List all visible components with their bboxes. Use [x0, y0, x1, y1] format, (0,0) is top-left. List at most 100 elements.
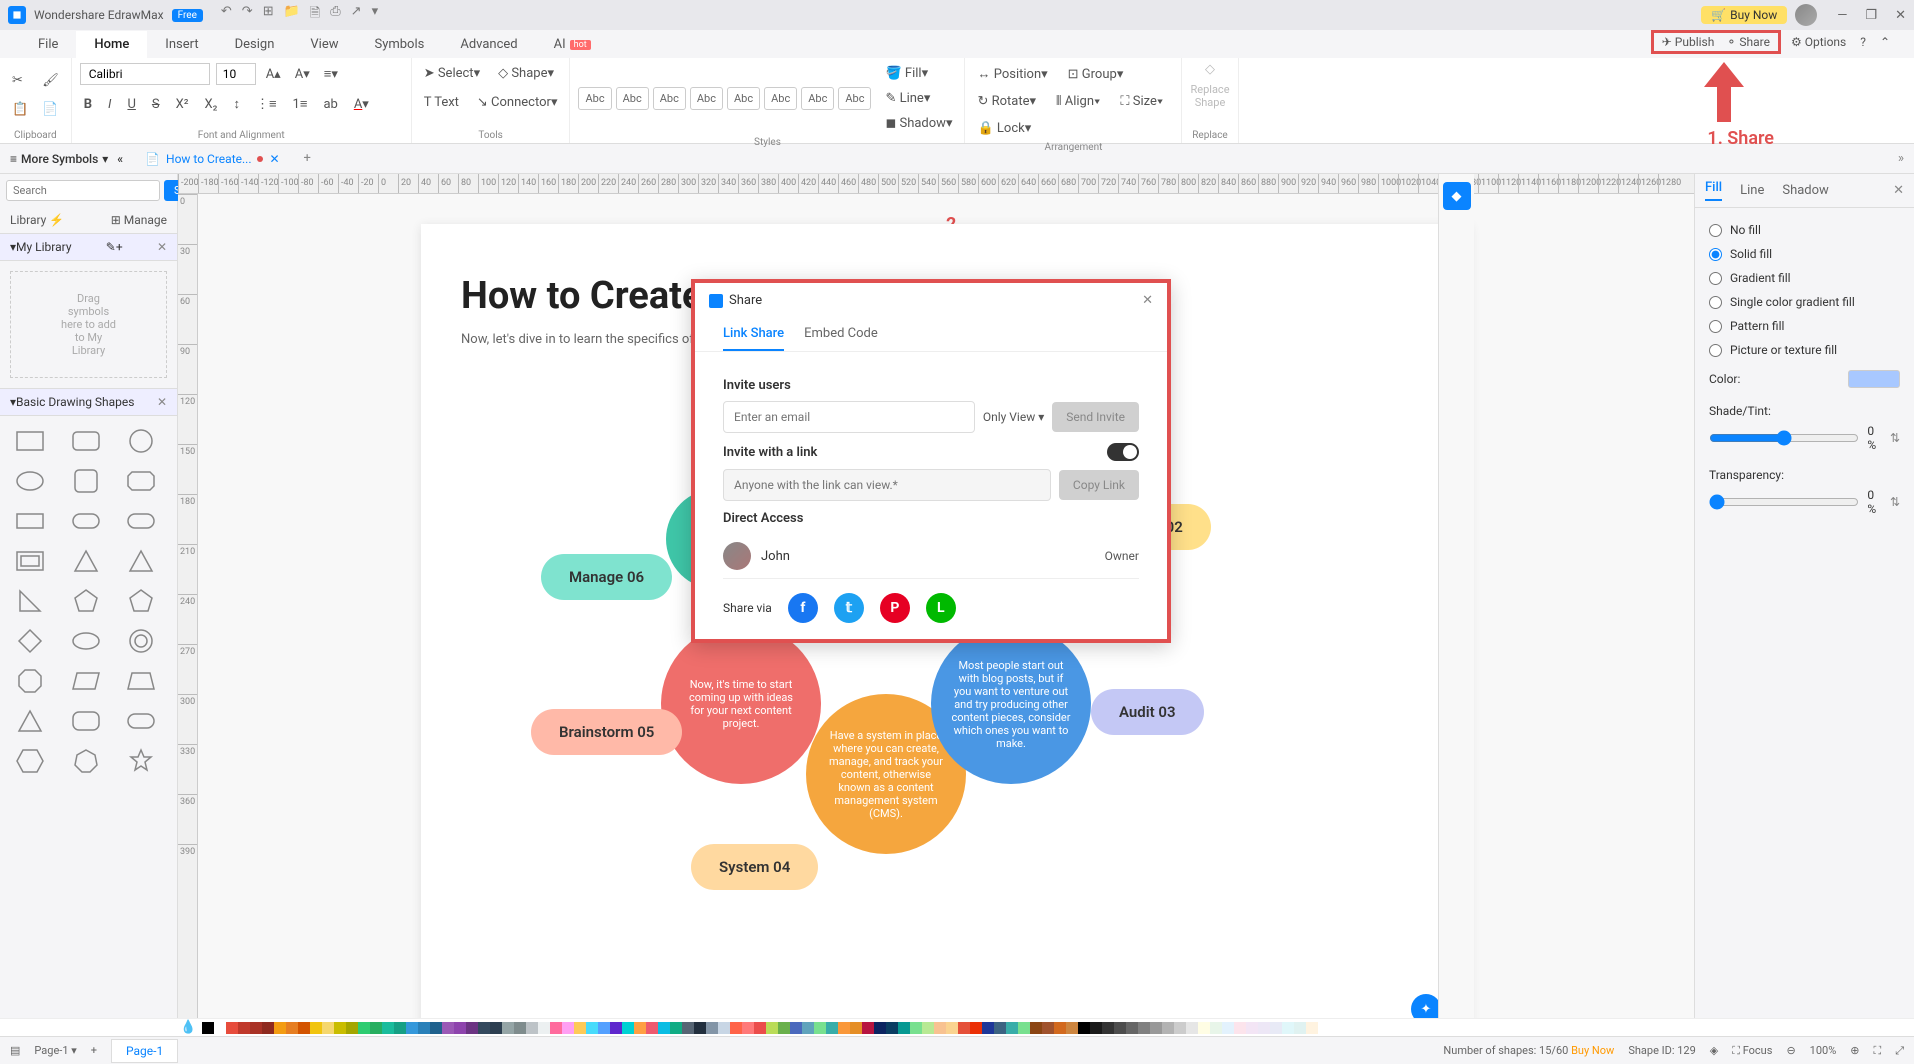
shape-triangle[interactable] [66, 546, 106, 576]
shape-rect[interactable] [10, 426, 50, 456]
style-preset-7[interactable]: Abc [801, 87, 834, 110]
palette-swatch[interactable] [766, 1022, 778, 1034]
palette-swatch[interactable] [442, 1022, 454, 1034]
palette-swatch[interactable] [478, 1022, 490, 1034]
link-toggle[interactable] [1107, 443, 1139, 461]
format-panel-icon[interactable]: ◆ [1443, 182, 1471, 210]
align-menu[interactable]: ⫴ Align▾ [1052, 90, 1104, 113]
floating-action-button[interactable]: ✦ [1411, 994, 1441, 1018]
document-tab-1[interactable]: 📄 How to Create... ✕ [133, 148, 291, 170]
palette-swatch[interactable] [874, 1022, 886, 1034]
shadow-menu[interactable]: ◼ Shadow▾ [881, 112, 956, 135]
twitter-icon[interactable]: 𝕥 [834, 593, 864, 623]
send-invite-button[interactable]: Send Invite [1052, 402, 1139, 432]
palette-swatch[interactable] [694, 1022, 706, 1034]
shape-star[interactable] [121, 746, 161, 776]
shade-slider[interactable] [1709, 430, 1859, 446]
pill-system[interactable]: System 04 [691, 844, 818, 890]
increase-font-icon[interactable]: A▴ [262, 63, 285, 86]
style-preset-8[interactable]: Abc [838, 87, 871, 110]
select-tool[interactable]: ➤ Select▾ [420, 62, 484, 85]
shape-stadium[interactable] [121, 706, 161, 736]
palette-swatch[interactable] [1066, 1022, 1078, 1034]
palette-swatch[interactable] [838, 1022, 850, 1034]
page-canvas[interactable]: How to Create a Now, let's dive in to le… [421, 224, 1471, 1018]
palette-swatch[interactable] [394, 1022, 406, 1034]
palette-swatch[interactable] [958, 1022, 970, 1034]
palette-swatch[interactable] [1078, 1022, 1090, 1034]
palette-swatch[interactable] [466, 1022, 478, 1034]
palette-swatch[interactable] [1246, 1022, 1258, 1034]
spacing-icon[interactable]: ↕ [229, 92, 244, 116]
palette-swatch[interactable] [622, 1022, 634, 1034]
bold-icon[interactable]: B [80, 93, 96, 116]
palette-swatch[interactable] [298, 1022, 310, 1034]
shape-heptagon[interactable] [66, 746, 106, 776]
library-close-icon[interactable]: ✕ [157, 240, 167, 254]
numbering-icon[interactable]: 1≡ [289, 92, 312, 116]
palette-swatch[interactable] [538, 1022, 550, 1034]
cut-icon[interactable]: ✂ [8, 69, 32, 92]
palette-swatch[interactable] [898, 1022, 910, 1034]
palette-swatch[interactable] [742, 1022, 754, 1034]
palette-swatch[interactable] [358, 1022, 370, 1034]
page-tab-1[interactable]: Page-1 [111, 1039, 178, 1063]
copy-icon[interactable]: 📄 [38, 98, 63, 121]
user-avatar[interactable] [1795, 4, 1817, 26]
palette-swatch[interactable] [1270, 1022, 1282, 1034]
group-menu[interactable]: ⊡ Group▾ [1064, 63, 1128, 86]
palette-swatch[interactable] [730, 1022, 742, 1034]
palette-swatch[interactable] [1138, 1022, 1150, 1034]
options-button[interactable]: ⚙ Options [1787, 33, 1850, 51]
symbol-drop-zone[interactable]: Drag symbols here to add to My Library [10, 271, 167, 378]
menu-home[interactable]: Home [76, 31, 147, 58]
italic-icon[interactable]: I [104, 93, 115, 116]
palette-swatch[interactable] [562, 1022, 574, 1034]
subscript-icon[interactable]: X₂ [201, 93, 222, 116]
palette-swatch[interactable] [1282, 1022, 1294, 1034]
shape-ellipse2[interactable] [66, 626, 106, 656]
style-preset-1[interactable]: Abc [578, 87, 611, 110]
basic-shapes-header[interactable]: ▾ Basic Drawing Shapes✕ [0, 388, 177, 416]
tab-line[interactable]: Line [1740, 183, 1764, 198]
palette-swatch[interactable] [1234, 1022, 1246, 1034]
palette-swatch[interactable] [382, 1022, 394, 1034]
palette-swatch[interactable] [778, 1022, 790, 1034]
shade-stepper-icon[interactable]: ⇅ [1890, 431, 1900, 445]
palette-swatch[interactable] [514, 1022, 526, 1034]
palette-swatch[interactable] [214, 1022, 226, 1034]
style-preset-3[interactable]: Abc [653, 87, 686, 110]
library-edit-icon[interactable]: ✎ [106, 240, 116, 254]
palette-swatch[interactable] [658, 1022, 670, 1034]
menu-advanced[interactable]: Advanced [442, 31, 535, 58]
shape-capsule[interactable] [121, 506, 161, 536]
paste-icon[interactable]: 📋 [8, 98, 32, 121]
radio-pattern-fill[interactable]: Pattern fill [1709, 314, 1900, 338]
style-preset-6[interactable]: Abc [764, 87, 797, 110]
palette-swatch[interactable] [430, 1022, 442, 1034]
format-painter-icon[interactable]: 🖌 [38, 69, 63, 92]
highlight-icon[interactable]: ab [319, 93, 341, 116]
facebook-icon[interactable]: f [788, 593, 818, 623]
new-tab-button[interactable]: + [292, 151, 323, 166]
palette-swatch[interactable] [586, 1022, 598, 1034]
palette-swatch[interactable] [550, 1022, 562, 1034]
palette-swatch[interactable] [718, 1022, 730, 1034]
pill-manage[interactable]: Manage 06 [541, 554, 672, 600]
connector-tool[interactable]: ↘ Connector▾ [473, 91, 562, 114]
minimize-icon[interactable]: — [1837, 8, 1847, 23]
palette-swatch[interactable] [1198, 1022, 1210, 1034]
palette-swatch[interactable] [886, 1022, 898, 1034]
align-menu-icon[interactable]: ≡▾ [320, 62, 342, 86]
menu-insert[interactable]: Insert [147, 31, 216, 58]
palette-swatch[interactable] [994, 1022, 1006, 1034]
more-symbols-button[interactable]: ≡ More Symbols▾ « [0, 152, 133, 166]
palette-swatch[interactable] [826, 1022, 838, 1034]
open-icon[interactable]: 📁 [284, 4, 300, 26]
palette-swatch[interactable] [502, 1022, 514, 1034]
palette-swatch[interactable] [346, 1022, 358, 1034]
line-icon[interactable]: L [926, 593, 956, 623]
basic-shapes-close-icon[interactable]: ✕ [157, 395, 167, 409]
shape-frame[interactable] [10, 546, 50, 576]
font-size-select[interactable] [216, 63, 256, 85]
